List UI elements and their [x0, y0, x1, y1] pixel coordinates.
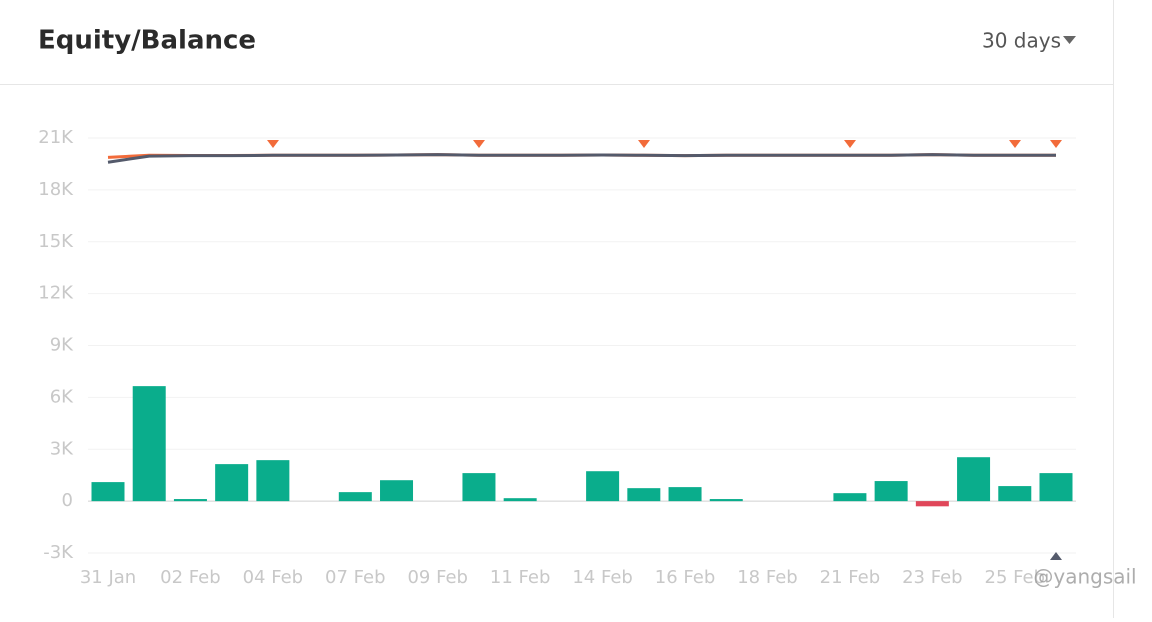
- x-tick-label: 07 Feb: [325, 567, 386, 588]
- bar: [503, 498, 537, 502]
- event-marker: [1009, 140, 1021, 148]
- watermark: @yangsail: [1033, 565, 1136, 589]
- y-tick-label: 3K: [50, 438, 74, 459]
- x-tick-label: 21 Feb: [820, 567, 881, 588]
- bar: [380, 480, 414, 502]
- event-marker: [267, 140, 279, 148]
- y-tick-label: 6K: [50, 386, 74, 407]
- line: [107, 153, 1056, 164]
- dropdown-arrow[interactable]: [1063, 36, 1076, 44]
- bar: [709, 499, 743, 502]
- bar: [957, 457, 991, 502]
- x-tick-label: 04 Feb: [243, 567, 304, 588]
- event-marker: [473, 140, 485, 148]
- x-tick-label: 31 Jan: [80, 567, 136, 588]
- period-dropdown[interactable]: 30 days: [982, 29, 1076, 53]
- y-tick-label: 0: [62, 490, 73, 511]
- y-tick-label: 9K: [50, 335, 74, 356]
- event-markers: [267, 140, 1062, 148]
- y-tick-label: -3K: [43, 542, 74, 563]
- bar: [132, 386, 166, 502]
- bar: [338, 492, 372, 502]
- bar: [998, 486, 1032, 502]
- event-marker: [638, 140, 650, 148]
- bar: [874, 481, 908, 502]
- period-label[interactable]: 30 days: [982, 29, 1061, 53]
- x-tick-label: 23 Feb: [902, 567, 963, 588]
- x-tick-label: 25 Feb: [985, 567, 1046, 588]
- x-tick-label: 16 Feb: [655, 567, 716, 588]
- card-title: Equity/Balance: [38, 26, 256, 56]
- plot: -3K 0 3K 6K 9K 12K 15K 18K 21K 31 Jan 02 Feb 04 Feb…: [38, 127, 1076, 588]
- bar: [215, 464, 249, 502]
- x-tick-label: 09 Feb: [407, 567, 468, 588]
- bar: [915, 501, 949, 507]
- bar: [627, 488, 661, 502]
- event-marker: [1050, 140, 1062, 148]
- bar: [91, 482, 125, 502]
- bar: [1039, 473, 1073, 502]
- bar: [833, 493, 867, 502]
- y-tick-label: 12K: [38, 283, 74, 304]
- bar: [668, 487, 702, 502]
- range-handle[interactable]: [1050, 552, 1062, 560]
- y-tick-label: 15K: [38, 231, 74, 252]
- bar: [462, 473, 496, 502]
- y-tick-label: 21K: [38, 127, 74, 148]
- x-tick-label: 02 Feb: [160, 567, 221, 588]
- bar: [256, 460, 290, 502]
- event-marker: [844, 140, 856, 148]
- bar: [586, 471, 620, 502]
- x-tick-label: 14 Feb: [572, 567, 633, 588]
- x-tick-label: 18 Feb: [737, 567, 798, 588]
- x-tick-label: 11 Feb: [490, 567, 551, 588]
- y-tick-label: 18K: [38, 179, 74, 200]
- bar: [173, 499, 207, 502]
